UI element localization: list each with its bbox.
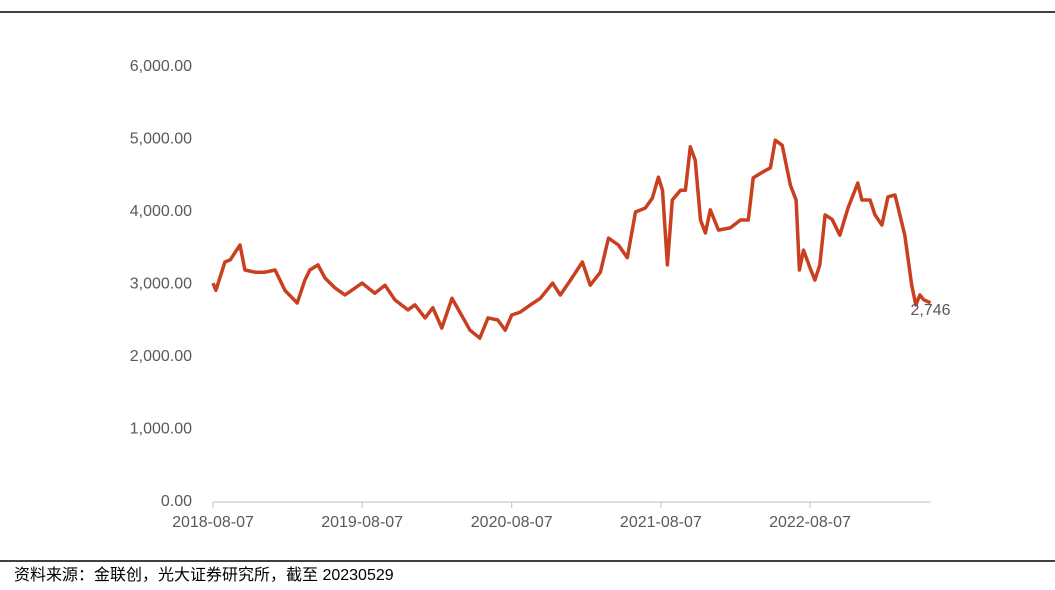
source: 资料来源：金联创，光大证券研究所，截至 20230529	[14, 566, 394, 584]
x-tick-label: 2019-08-07	[321, 514, 403, 531]
x-tick-label: 2018-08-07	[172, 514, 254, 531]
x-tick-label: 2021-08-07	[620, 514, 702, 531]
y-tick-label: 5,000.00	[130, 131, 192, 148]
x-tick-label: 2020-08-07	[471, 514, 553, 531]
y-tick-label: 4,000.00	[130, 203, 192, 220]
y-tick-label: 2,000.00	[130, 348, 192, 365]
y-tick-label: 0.00	[161, 493, 192, 510]
line	[211, 138, 932, 340]
y-tick-label: 6,000.00	[130, 58, 192, 75]
data-label: 2,746	[911, 302, 951, 319]
y-tick-label: 1,000.00	[130, 421, 192, 438]
x-tick-label: 2022-08-07	[769, 514, 851, 531]
y-tick-label: 3,000.00	[130, 276, 192, 293]
